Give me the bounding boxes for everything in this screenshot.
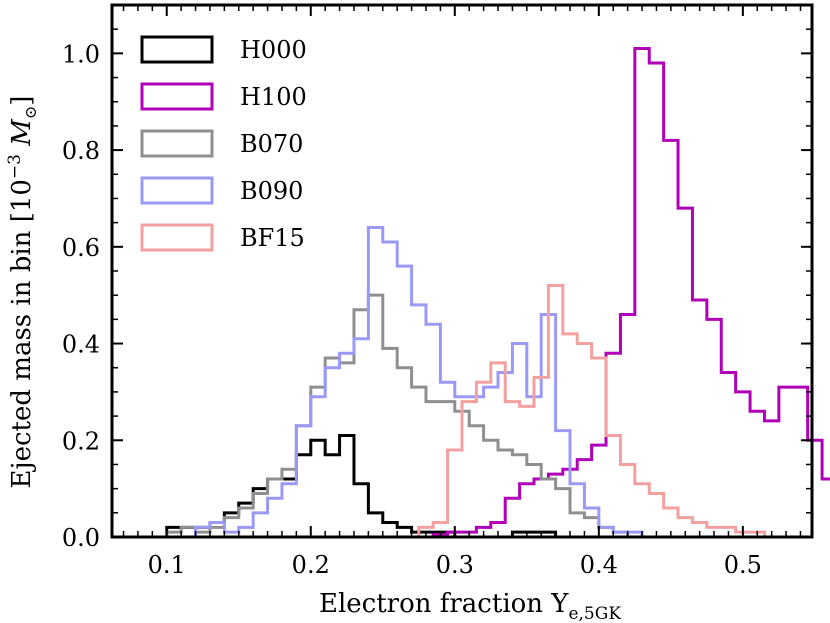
y-tick-label: 0.8 [62, 137, 100, 165]
y-tick-label: 0.4 [62, 331, 100, 359]
series-b090-histogram [194, 225, 644, 537]
y-axis-label-unit: M [7, 118, 37, 154]
legend-swatch-bf15 [140, 223, 214, 252]
axes-layer: 0.1 0.2 0.3 0.4 0.5 0.0 0.2 0.4 0.6 0.8 1.0 [62, 3, 814, 579]
x-tick-label: 0.3 [436, 551, 474, 579]
plot-background [112, 5, 812, 537]
y-axis-label-unit-subscript: ⊙ [21, 106, 40, 119]
legend: H000 H100 B070 B090 BF15 [140, 35, 307, 252]
legend-swatch-h000 [140, 35, 214, 64]
y-axis-label-exponent: −3 [5, 154, 25, 179]
x-tick-label: 0.4 [580, 551, 618, 579]
series-b070-histogram [165, 293, 630, 537]
y-tick-label: 0.6 [62, 234, 100, 262]
legend-label-b070: B070 [240, 130, 303, 158]
x-tick-label: 0.5 [724, 551, 762, 579]
x-tick-label: 0.2 [292, 551, 330, 579]
x-axis-label: Electron fraction Ye,5GK [319, 589, 621, 623]
y-tick-label: 0.2 [62, 427, 100, 455]
legend-swatch-b090 [140, 176, 214, 205]
plot-area [112, 5, 812, 537]
legend-swatch-h100 [140, 82, 214, 111]
legend-label-h000: H000 [240, 36, 307, 64]
legend-label-bf15: BF15 [240, 224, 305, 252]
legend-label-b090: B090 [240, 177, 303, 205]
x-tick-label: 0.1 [148, 551, 186, 579]
y-axis-label-close: ] [7, 96, 37, 106]
x-axis-label-subscript: e,5GK [568, 604, 621, 623]
y-tick-label: 0.0 [62, 524, 100, 552]
legend-label-h100: H100 [240, 83, 307, 111]
y-tick-label: 1.0 [62, 40, 100, 68]
series-bf15-histogram [417, 284, 766, 537]
legend-swatch-b070 [140, 129, 214, 158]
y-axis-label: Ejected mass in bin [10−3 M⊙] [5, 96, 40, 489]
